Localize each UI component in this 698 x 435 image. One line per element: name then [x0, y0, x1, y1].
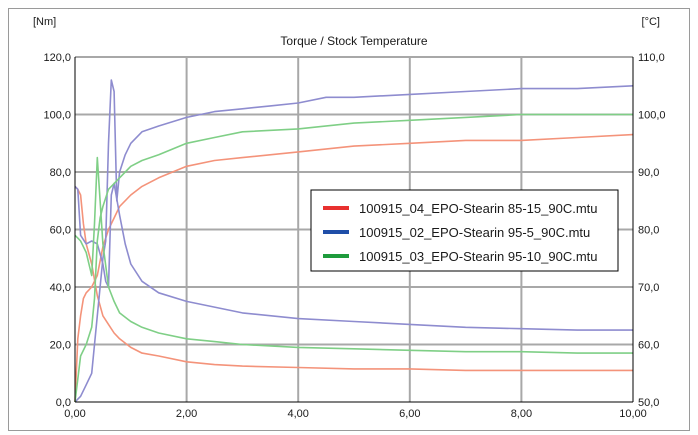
series-1-temperature-line	[74, 133, 634, 403]
x-tick-label: 0,00	[64, 408, 85, 420]
y-right-tick-label: 70,0	[638, 282, 659, 294]
y-left-unit: [Nm]	[33, 16, 56, 28]
tick-labels: 0,0 50,0 20,0 60,0 40,0 70,0 60,0 80,0 80,0 90,0 1…	[43, 52, 665, 420]
axes	[74, 57, 634, 403]
chart-svg: 0,0 50,0 20,0 60,0 40,0 70,0 60,0 80,0 80,0 90,0 1…	[33, 16, 666, 420]
y-left-tick-label: 40,0	[50, 282, 71, 294]
series-lines	[74, 79, 634, 403]
chart-frame: 0,0 50,0 20,0 60,0 40,0 70,0 60,0 80,0 80,0 90,0 1…	[8, 8, 690, 431]
x-tick-label: 6,00	[399, 408, 420, 420]
x-tick-label: 4,00	[287, 408, 308, 420]
legend-label-1: 100915_04_EPO-Stearin 85-15_90C.mtu	[359, 201, 598, 216]
y-left-tick-label: 0,0	[56, 397, 71, 409]
legend-label-3: 100915_03_EPO-Stearin 95-10_90C.mtu	[359, 249, 598, 264]
series-3-temperature-line	[74, 113, 633, 403]
y-right-tick-label: 80,0	[638, 225, 659, 237]
x-tick-label: 10,00	[619, 408, 647, 420]
y-right-tick-label: 60,0	[638, 340, 659, 352]
y-right-tick-label: 110,0	[638, 52, 665, 64]
y-right-unit: [°C]	[642, 16, 660, 28]
chart-title: Torque / Stock Temperature	[280, 34, 428, 48]
y-right-tick-label: 100,0	[638, 110, 666, 122]
x-tick-label: 8,00	[511, 408, 532, 420]
y-left-tick-label: 60,0	[50, 225, 71, 237]
series-2-torque-line	[74, 182, 633, 331]
y-left-tick-label: 120,0	[43, 52, 71, 64]
y-right-tick-label: 90,0	[638, 167, 659, 179]
series-1-torque-line	[74, 185, 633, 372]
y-left-tick-label: 20,0	[50, 340, 71, 352]
y-left-tick-label: 100,0	[43, 110, 71, 122]
legend-box	[310, 189, 619, 272]
y-right-tick-label: 50,0	[638, 397, 659, 409]
series-2-temperature-line	[74, 79, 634, 403]
legend: 100915_04_EPO-Stearin 85-15_90C.mtu 10091…	[310, 189, 619, 272]
x-tick-label: 2,00	[176, 408, 197, 420]
legend-label-2: 100915_02_EPO-Stearin 95-5_90C.mtu	[359, 225, 590, 240]
series-3-torque-line	[74, 156, 633, 354]
y-left-tick-label: 80,0	[50, 167, 71, 179]
